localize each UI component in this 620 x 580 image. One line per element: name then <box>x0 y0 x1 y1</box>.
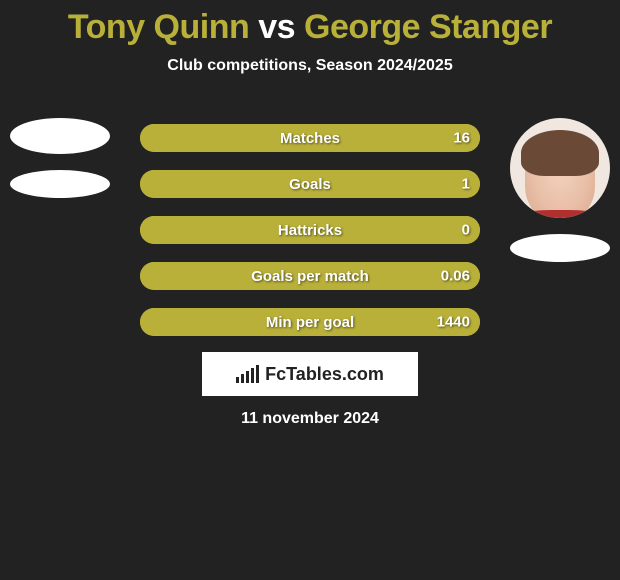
player1-name: Tony Quinn <box>68 8 249 46</box>
logo-bar <box>236 377 239 383</box>
player-left-panel <box>0 118 120 198</box>
player-right-flag <box>510 234 610 262</box>
player2-name: George Stanger <box>304 8 552 46</box>
stat-value-right: 16 <box>453 130 470 147</box>
stat-value-right: 1440 <box>437 314 470 331</box>
logo-bars-icon <box>236 365 259 383</box>
stat-row: Matches 16 <box>140 124 480 152</box>
stats-container: Matches 16 Goals 1 Hattricks 0 Goals per match… <box>140 124 480 336</box>
fctables-logo: FcTables.com <box>202 352 418 396</box>
subtitle: Club competitions, Season 2024/2025 <box>0 57 620 75</box>
stat-row: Goals per match 0.06 <box>140 262 480 290</box>
stat-row: Hattricks 0 <box>140 216 480 244</box>
stat-value-right: 0 <box>462 222 470 239</box>
comparison-title: Tony Quinn vs George Stanger <box>0 0 620 47</box>
stat-row: Min per goal 1440 <box>140 308 480 336</box>
logo-bar <box>241 374 244 383</box>
stat-label: Min per goal <box>266 314 354 331</box>
stat-label: Goals per match <box>251 268 369 285</box>
date-text: 11 november 2024 <box>0 410 620 428</box>
player-right-face-placeholder <box>525 142 595 218</box>
logo-text: FcTables.com <box>265 364 384 385</box>
logo-bar <box>246 371 249 383</box>
logo-bar <box>256 365 259 383</box>
stat-row: Goals 1 <box>140 170 480 198</box>
stat-label: Matches <box>280 130 340 147</box>
logo-bar <box>251 368 254 383</box>
player-left-avatar <box>10 118 110 154</box>
stat-value-right: 0.06 <box>441 268 470 285</box>
stat-value-right: 1 <box>462 176 470 193</box>
stat-label: Goals <box>289 176 331 193</box>
player-left-flag <box>10 170 110 198</box>
stat-label: Hattricks <box>278 222 342 239</box>
player-right-panel <box>500 118 620 262</box>
vs-word: vs <box>258 8 295 46</box>
player-right-avatar <box>510 118 610 218</box>
